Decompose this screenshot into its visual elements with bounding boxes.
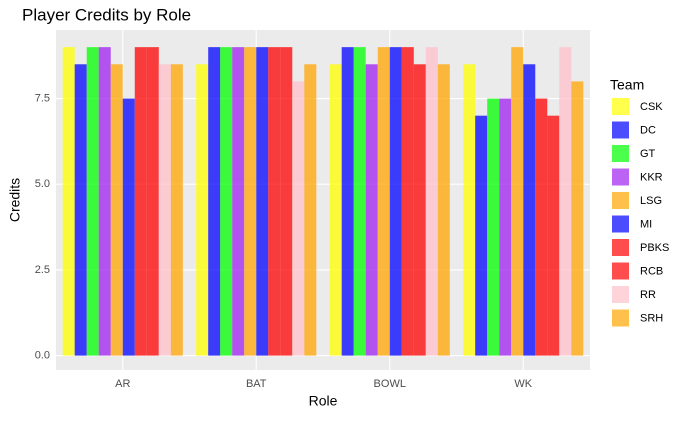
bar xyxy=(232,47,245,356)
bar xyxy=(329,64,342,356)
x-tick-label: WK xyxy=(514,378,532,390)
bar xyxy=(341,47,354,356)
legend-key xyxy=(612,309,629,327)
bar xyxy=(74,64,87,356)
bar xyxy=(475,115,488,356)
legend-label: SRH xyxy=(640,312,663,324)
bar xyxy=(511,47,524,356)
y-tick-label: 5.0 xyxy=(35,178,50,190)
legend-label: DC xyxy=(640,124,656,136)
legend-key xyxy=(612,192,629,209)
bar xyxy=(487,98,500,356)
legend-label: LSG xyxy=(640,195,662,207)
legend-key xyxy=(612,168,629,186)
bar xyxy=(547,115,560,356)
bar xyxy=(110,64,123,356)
y-tick-label: 2.5 xyxy=(35,264,50,276)
bar xyxy=(535,98,548,356)
legend-key xyxy=(612,239,629,256)
legend-key xyxy=(612,215,629,233)
y-tick-label: 7.5 xyxy=(35,92,50,104)
x-tick-label: BOWL xyxy=(374,378,406,390)
bar xyxy=(146,47,159,356)
bar xyxy=(98,47,111,356)
bar xyxy=(170,64,183,356)
bar xyxy=(122,98,135,356)
bar xyxy=(413,64,426,356)
bar xyxy=(86,47,99,356)
x-axis-title: Role xyxy=(309,393,338,409)
bar xyxy=(499,98,512,356)
bar xyxy=(437,64,450,356)
bar xyxy=(425,47,438,356)
legend-label: KKR xyxy=(640,171,663,183)
bar xyxy=(292,81,305,356)
bar xyxy=(353,47,366,356)
bar xyxy=(220,47,233,356)
bar xyxy=(256,47,269,356)
bar xyxy=(389,47,402,356)
bar xyxy=(304,64,317,356)
legend-key xyxy=(612,286,629,303)
legend-label: CSK xyxy=(640,101,663,113)
legend-key xyxy=(612,145,629,162)
legend-label: GT xyxy=(640,148,656,160)
x-tick-label: BAT xyxy=(246,378,267,390)
legend-key xyxy=(612,121,629,139)
bar xyxy=(365,64,378,356)
chart-title: Player Credits by Role xyxy=(22,5,191,24)
bar xyxy=(463,64,476,356)
bar xyxy=(559,47,572,356)
bar xyxy=(377,47,390,356)
bar xyxy=(62,47,75,356)
bar xyxy=(401,47,414,356)
bar xyxy=(571,81,584,356)
bar xyxy=(523,64,536,356)
legend-label: PBKS xyxy=(640,242,669,254)
y-tick-label: 0.0 xyxy=(35,350,50,362)
bar xyxy=(244,47,257,356)
y-axis-title: Credits xyxy=(7,178,23,222)
x-tick-label: AR xyxy=(115,378,130,390)
bar xyxy=(280,47,293,356)
bar xyxy=(268,47,281,356)
bar xyxy=(208,47,221,356)
legend-title: Team xyxy=(610,77,644,93)
legend-label: MI xyxy=(640,218,652,230)
legend-key xyxy=(612,262,629,280)
legend-label: RCB xyxy=(640,265,663,277)
bar xyxy=(196,64,209,356)
legend-label: RR xyxy=(640,289,656,301)
bar xyxy=(158,64,171,356)
legend-key xyxy=(612,98,629,115)
bar xyxy=(134,47,147,356)
